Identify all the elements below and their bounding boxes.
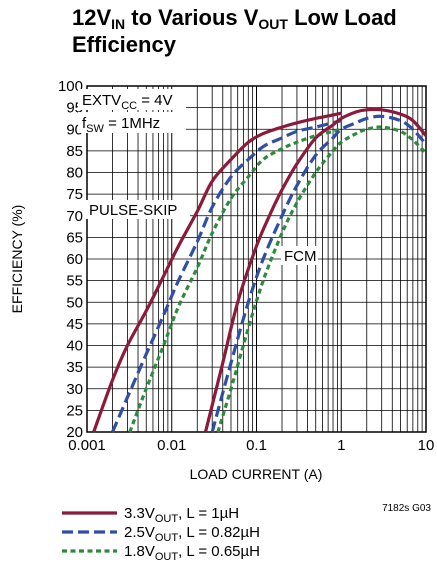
y-tick-label: 85 — [66, 143, 83, 160]
title-part: Efficiency — [72, 32, 176, 57]
title-part: Low Load — [287, 5, 397, 30]
title-part: 12V — [72, 5, 112, 30]
extvcc-annotation: EXTVCC = 4V — [78, 89, 186, 112]
x-tick-label: 10 — [418, 437, 435, 454]
y-tick-label: 60 — [66, 251, 83, 268]
chart-title: 12VIN to Various VOUT Low Load Efficienc… — [72, 4, 432, 58]
fcm-label: FCM — [284, 248, 317, 265]
title-sub: OUT — [258, 16, 288, 32]
series-line-v18f — [216, 125, 428, 433]
chart-grid — [86, 85, 426, 433]
y-tick-label: 100 — [58, 78, 83, 95]
x-tick-label: 1 — [337, 437, 345, 454]
legend-label-v33: 3.3VOUT, L = 1µH — [124, 505, 239, 525]
title-sub: IN — [111, 16, 126, 32]
title-part: to Various V — [125, 5, 259, 30]
plot-frame — [86, 85, 427, 433]
pulse-skip-annotation: PULSE-SKIP — [86, 200, 190, 219]
extvcc-text: EXTVCC = 4V — [82, 92, 173, 112]
x-tick-label: 0.01 — [157, 437, 186, 454]
y-tick-label: 45 — [66, 316, 83, 333]
y-tick-label: 25 — [66, 402, 83, 419]
series-line-v25f — [210, 114, 428, 433]
y-tick-label: 75 — [66, 186, 83, 203]
series-line-v33 — [92, 111, 342, 433]
fsw-text: fSW = 1MHz — [82, 115, 160, 135]
series-line-v18 — [128, 127, 342, 433]
legend-label-v18: 1.8VOUT, L = 0.65µH — [124, 543, 260, 563]
series-layer — [92, 107, 428, 433]
fcm-annotation: FCM — [281, 246, 318, 265]
y-tick-label: 35 — [66, 359, 83, 376]
x-tick-labels: 0.001 0.01 0.1 1 10 — [68, 437, 434, 454]
y-tick-label: 20 — [66, 424, 83, 441]
x-tick-label: 0.1 — [246, 437, 267, 454]
legend-label-v25: 2.5VOUT, L = 0.82µH — [124, 524, 260, 544]
pulse-skip-label: PULSE-SKIP — [89, 202, 177, 219]
y-tick-label: 65 — [66, 229, 83, 246]
fsw-annotation: fSW = 1MHz — [78, 112, 186, 135]
y-tick-label: 40 — [66, 338, 83, 355]
y-tick-label: 80 — [66, 165, 83, 182]
x-tick-label: 0.001 — [68, 437, 106, 454]
plot-border — [86, 85, 427, 433]
x-axis-label: LOAD CURRENT (A) — [190, 466, 323, 482]
series-line-v25 — [111, 119, 342, 433]
y-axis-label: EFFICIENCY (%) — [9, 205, 25, 314]
y-tick-label: 30 — [66, 381, 83, 398]
series-line-v33f — [203, 107, 428, 433]
y-tick-label: 55 — [66, 273, 83, 290]
figure-code: 7182s G03 — [382, 503, 431, 514]
y-tick-label: 70 — [66, 208, 83, 225]
y-tick-label: 50 — [66, 294, 83, 311]
